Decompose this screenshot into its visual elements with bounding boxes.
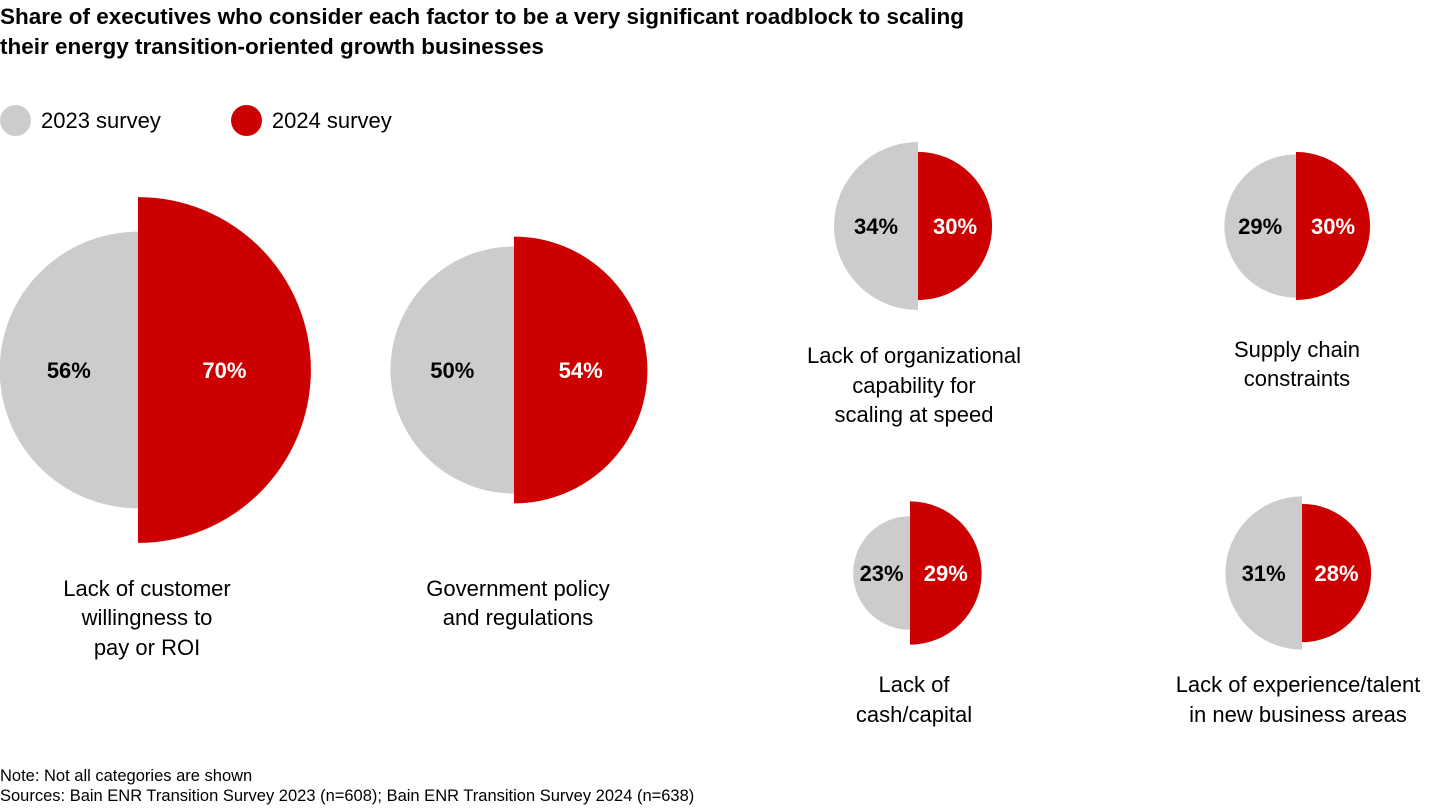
half-circle-2024 — [910, 501, 982, 645]
factor-group: 31% 28% Lack of experience/talent in new bu… — [1176, 496, 1421, 727]
legend-swatch-2023 — [0, 105, 31, 136]
legend-swatch-2024 — [230, 105, 262, 136]
factor-group: 50% 54% Government policy and regulations — [390, 236, 648, 630]
value-label-2023: 50% — [430, 358, 474, 383]
chart-title-line: their energy transition-oriented growth … — [0, 34, 544, 59]
category-label: pay or ROI — [94, 635, 200, 660]
category-label: and regulations — [443, 605, 593, 630]
value-label-2024: 30% — [933, 214, 977, 239]
category-label: Lack of experience/talent — [1176, 672, 1421, 697]
value-label-2024: 54% — [559, 358, 603, 383]
factor-group: 34% 30% Lack of organizational capability f… — [807, 142, 1021, 427]
legend-label-2024: 2024 survey — [271, 107, 392, 133]
category-label: Supply chain — [1234, 337, 1360, 362]
half-circle-2024 — [1302, 503, 1372, 643]
legend-item-2024: 2024 survey — [230, 105, 392, 136]
category-label: in new business areas — [1189, 702, 1407, 727]
factor-group: 56% 70% Lack of customer willingness to pay … — [0, 197, 311, 660]
factor-group: 23% 29% Lack of cash/capital — [853, 501, 982, 727]
chart-title: Share of executives who consider each fa… — [0, 2, 1300, 62]
half-circle-2023 — [0, 231, 138, 509]
category-label: constraints — [1244, 366, 1350, 391]
category-label: Lack of customer — [63, 576, 231, 601]
half-circle-2023 — [853, 516, 910, 630]
category-label: Lack of — [879, 672, 951, 697]
value-label-2023: 29% — [1238, 214, 1282, 239]
half-circle-2023 — [834, 142, 918, 310]
footer-note: Note: Not all categories are shown — [0, 767, 253, 785]
footer-sources: Sources: Bain ENR Transition Survey 2023… — [0, 787, 695, 805]
category-label: scaling at speed — [835, 402, 994, 427]
category-label: Lack of organizational — [807, 343, 1021, 368]
half-circle-2024 — [514, 236, 648, 504]
value-label-2024: 28% — [1315, 561, 1359, 586]
category-label: Government policy — [426, 576, 609, 601]
category-label: cash/capital — [856, 702, 972, 727]
half-circle-2024 — [138, 197, 311, 543]
value-label-2024: 30% — [1311, 214, 1355, 239]
legend: 2023 survey 2024 survey — [0, 105, 462, 136]
half-circle-2023 — [1225, 496, 1302, 650]
value-label-2023: 34% — [854, 214, 898, 239]
value-label-2023: 31% — [1242, 561, 1286, 586]
chart-title-line: Share of executives who consider each fa… — [0, 4, 965, 29]
factor-group: 29% 30% Supply chain constraints — [1224, 151, 1371, 391]
value-label-2023: 56% — [47, 358, 91, 383]
half-circle-2024 — [918, 151, 993, 301]
category-label: willingness to — [81, 605, 213, 630]
value-label-2024: 70% — [202, 358, 246, 383]
value-label-2023: 23% — [860, 561, 904, 586]
value-label-2024: 29% — [924, 561, 968, 586]
half-circle-2023 — [1224, 154, 1296, 298]
half-circle-2023 — [390, 246, 514, 494]
category-label: capability for — [852, 373, 976, 398]
legend-label-2023: 2023 survey — [41, 107, 161, 133]
half-circle-2024 — [1296, 151, 1371, 301]
legend-item-2023: 2023 survey — [0, 105, 161, 136]
